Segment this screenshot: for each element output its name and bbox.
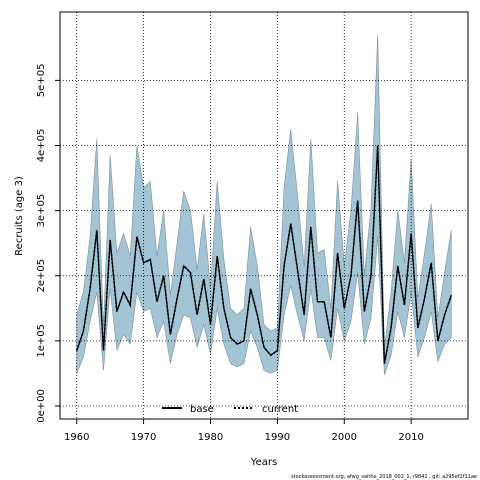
y-tick-label: 5e+05 [36, 64, 47, 98]
x-tick-label: 2010 [398, 432, 423, 443]
footnote: stockassessment.org, afwg_saithe_2018_00… [291, 474, 477, 480]
x-tick-label: 1980 [198, 432, 223, 443]
y-tick-label: 3e+05 [36, 194, 47, 228]
y-tick-label: 0e+00 [36, 389, 47, 423]
axis-layer: 1960 1970 1980 1990 2000 2010 0e+00 1e+05 2e+05 3… [36, 64, 424, 443]
confidence-band-layer [76, 34, 452, 375]
x-tick-label: 1960 [64, 432, 89, 443]
x-tick-label: 2000 [332, 432, 357, 443]
series-layer [75, 145, 453, 364]
y-tick-label: 2e+05 [36, 259, 47, 293]
y-tick-label: 4e+05 [36, 129, 47, 163]
y-axis-title: Recruits (age 3) [14, 176, 25, 256]
plot-frame [59, 11, 469, 420]
series-line-current [75, 145, 453, 364]
legend: base current [162, 404, 298, 415]
confidence-band [76, 34, 452, 375]
x-axis-title: Years [250, 457, 277, 468]
x-tick-label: 1970 [131, 432, 156, 443]
legend-current-label: current [262, 404, 298, 415]
y-tick-label: 1e+05 [36, 324, 47, 358]
legend-base-label: base [190, 404, 214, 415]
x-tick-label: 1990 [265, 432, 290, 443]
